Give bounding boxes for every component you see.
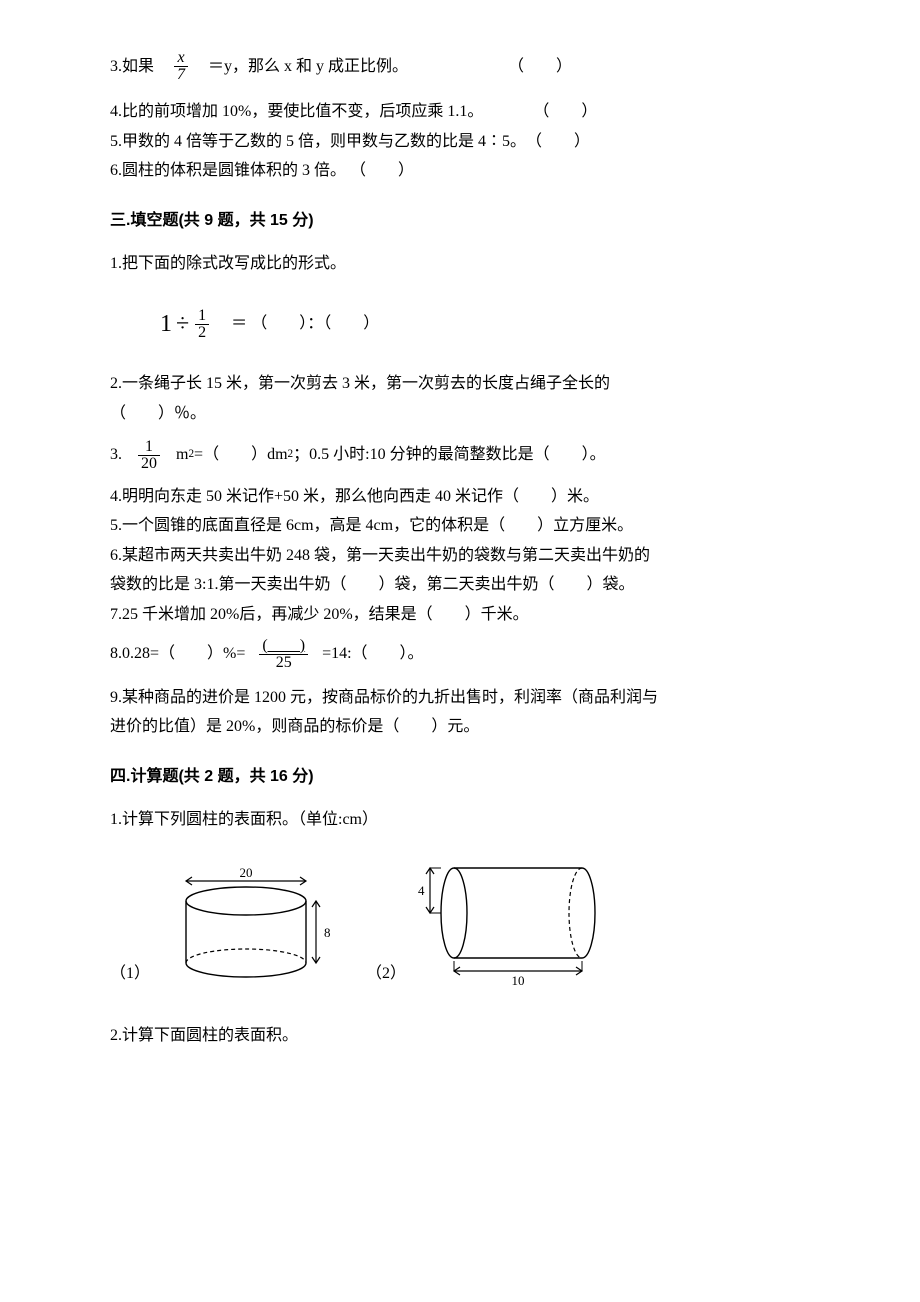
q5-text: 5.甲数的 4 倍等于乙数的 5 倍，则甲数与乙数的比是 4∶5。 (110, 129, 526, 155)
eq-one: 1 (160, 305, 172, 343)
judgement-q6: 6.圆柱的体积是圆锥体积的 3 倍。 （ ） (110, 158, 810, 184)
q3-suffix: ＝y，那么 x 和 y 成正比例。 (208, 54, 408, 80)
section4-header: 四.计算题(共 2 题，共 16 分) (110, 764, 810, 790)
fig1-label: （1） (110, 961, 150, 987)
q6-text: 6.圆柱的体积是圆锥体积的 3 倍。 (110, 162, 346, 179)
fill-q1: 1.把下面的除式改写成比的形式。 (110, 251, 810, 277)
fill-q5: 5.一个圆锥的底面直径是 6cm，高是 4cm，它的体积是（ ）立方厘米。 (110, 513, 810, 539)
q4-paren: （ ） (533, 99, 597, 125)
fill-q7: 7.25 千米增加 20%后，再减少 20%，结果是（ ）千米。 (110, 602, 810, 628)
q3-frac: x 7 (174, 50, 188, 83)
fig1-cylinder-vertical: 20 8 (156, 863, 346, 993)
fill-q2-l2: （ ）％。 (110, 401, 810, 427)
q5-paren: （ ） (526, 129, 590, 155)
fill-q8: 8.0.28=（ ）%= ( ) 25 =14:（ ）。 (110, 638, 810, 671)
fq8-prefix: 8.0.28=（ ）%= (110, 641, 245, 667)
fill-q1-equation: 1 ÷ 1 2 ＝ （ ）：（ ） (160, 305, 810, 343)
fq8-suffix: =14:（ ）。 (322, 641, 423, 667)
svg-text:20: 20 (240, 865, 253, 880)
svg-text:10: 10 (512, 973, 525, 988)
judgement-q5: 5.甲数的 4 倍等于乙数的 5 倍，则甲数与乙数的比是 4∶5。 （ ） (110, 129, 810, 155)
fq3-m: m (176, 442, 188, 468)
fq3-frac: 1 20 (138, 439, 160, 472)
fill-q9-l2: 进价的比值）是 20%，则商品的标价是（ ）元。 (110, 714, 810, 740)
fill-q4: 4.明明向东走 50 米记作+50 米，那么他向西走 40 米记作（ ）米。 (110, 484, 810, 510)
q6-paren: （ ） (350, 162, 414, 179)
eq-blanks: （ ）：（ ） (251, 311, 379, 337)
fq3-rest: =（ ）dm (194, 442, 287, 468)
svg-text:4: 4 (418, 883, 425, 898)
eq-div: ÷ (176, 305, 189, 343)
fq3-prefix: 3. (110, 442, 122, 468)
fill-q3: 3. 1 20 m2 =（ ）dm2 ；0.5 小时:10 分钟的最简整数比是（… (110, 439, 810, 472)
fig2-cylinder-horizontal: 4 10 (412, 853, 612, 993)
eq-eq: ＝ (231, 311, 247, 337)
q3-paren: （ ） (508, 54, 572, 80)
fig2-label: （2） (366, 961, 406, 987)
eq-frac: 1 2 (195, 308, 209, 341)
calc-q2: 2.计算下面圆柱的表面积。 (110, 1023, 810, 1049)
section3-header: 三.填空题(共 9 题，共 15 分) (110, 208, 810, 234)
judgement-q4: 4.比的前项增加 10%，要使比值不变，后项应乘 1.1。 （ ） (110, 99, 810, 125)
fill-q6-l1: 6.某超市两天共卖出牛奶 248 袋，第一天卖出牛奶的袋数与第二天卖出牛奶的 (110, 543, 810, 569)
fill-q2-l1: 2.一条绳子长 15 米，第一次剪去 3 米，第一次剪去的长度占绳子全长的 (110, 371, 810, 397)
svg-text:8: 8 (324, 925, 331, 940)
q4-text: 4.比的前项增加 10%，要使比值不变，后项应乘 1.1。 (110, 99, 483, 125)
calc-q1: 1.计算下列圆柱的表面积。（单位:cm） (110, 807, 810, 833)
fill-q6-l2: 袋数的比是 3:1.第一天卖出牛奶（ ）袋，第二天卖出牛奶（ ）袋。 (110, 572, 810, 598)
fq8-frac: ( ) 25 (259, 638, 308, 671)
calc-figures: （1） 20 8 （2） (110, 853, 810, 993)
judgement-q3: 3.如果 x 7 ＝y，那么 x 和 y 成正比例。 （ ） (110, 50, 810, 83)
q3-prefix: 3.如果 (110, 54, 154, 80)
fq3-rest2: ；0.5 小时:10 分钟的最简整数比是（ ）。 (293, 442, 605, 468)
fill-q9-l1: 9.某种商品的进价是 1200 元，按商品标价的九折出售时，利润率（商品利润与 (110, 685, 810, 711)
